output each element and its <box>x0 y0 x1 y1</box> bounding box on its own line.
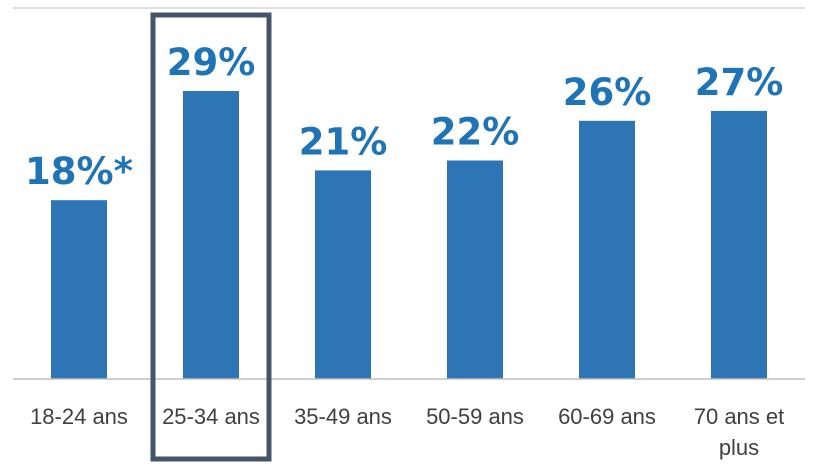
highlight-box <box>150 12 272 462</box>
category-label: 50-59 ans <box>426 404 524 429</box>
bar-35-49-ans <box>315 170 371 379</box>
bar-60-69-ans <box>579 120 635 380</box>
data-label: 18%* <box>25 150 133 193</box>
bar-25-34-ans <box>183 91 239 379</box>
bar-18-24-ans <box>51 200 107 379</box>
category-label: 35-49 ans <box>294 404 392 429</box>
bars-group <box>51 91 767 380</box>
category-label: plus <box>719 435 759 460</box>
data-label: 29% <box>167 41 256 84</box>
category-label: 70 ans et <box>694 404 785 429</box>
data-label: 21% <box>299 120 388 163</box>
bar-50-59-ans <box>447 160 503 379</box>
data-labels-group: 18%* 29% 21% 22% 26% 27% <box>25 41 783 193</box>
category-label: 25-34 ans <box>162 404 260 429</box>
bar-70-ans-et-plus <box>711 110 767 380</box>
data-label: 27% <box>695 61 784 104</box>
data-label: 22% <box>431 111 520 154</box>
category-labels-group: 18-24 ans 25-34 ans 35-49 ans 50-59 ans 60-6… <box>30 404 784 460</box>
category-label: 18-24 ans <box>30 404 128 429</box>
data-label: 26% <box>563 71 652 114</box>
category-label: 60-69 ans <box>558 404 656 429</box>
